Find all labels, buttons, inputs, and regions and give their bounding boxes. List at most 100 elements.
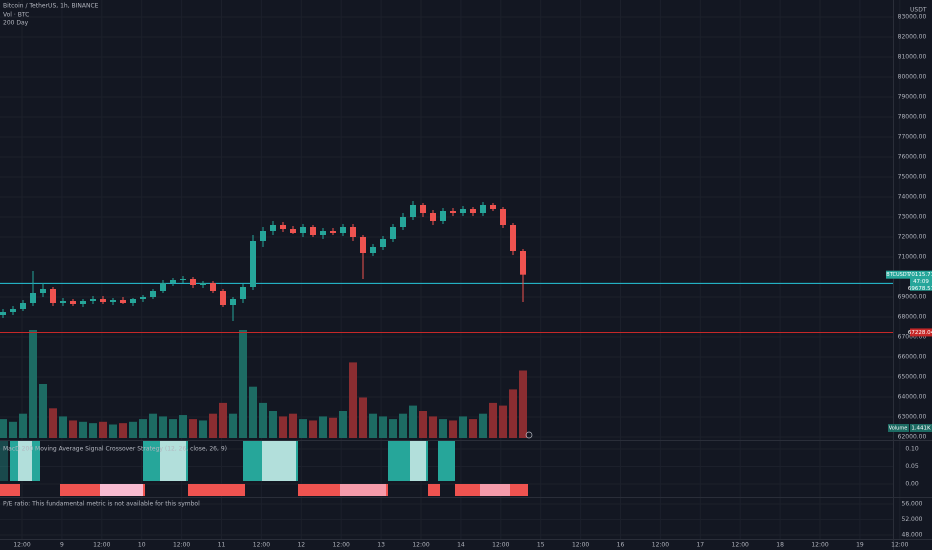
- candle-body: [310, 227, 316, 235]
- candle-body: [120, 300, 126, 303]
- time-label: 15: [537, 542, 545, 549]
- time-label: 17: [696, 542, 704, 549]
- volume-bar: [489, 402, 497, 438]
- symbol-badge-text: BTCUSDT: [886, 272, 910, 278]
- candle-body: [160, 283, 166, 291]
- pe-tick-label: 56.000: [902, 501, 923, 508]
- macd-tick-label: 0.05: [905, 463, 919, 470]
- time-label: 18: [776, 542, 784, 549]
- volume-bar: [369, 413, 377, 438]
- volume-bar: [209, 413, 217, 438]
- volume-last-box: [910, 424, 932, 432]
- volume-bar: [239, 330, 247, 438]
- candle-body: [480, 205, 486, 213]
- candle-body: [440, 211, 446, 221]
- candle-body: [20, 303, 26, 309]
- macd-tick-label: 0.00: [905, 481, 919, 488]
- last-price-box: [910, 270, 932, 291]
- candle-body: [60, 301, 66, 303]
- volume-bar: [119, 423, 127, 438]
- price-tick-label: 63000.00: [898, 414, 927, 421]
- candle-body: [300, 227, 306, 233]
- price-tick-label: 83000.00: [898, 14, 927, 21]
- macd-title: MacD 200 Moving Average Signal Crossover…: [3, 446, 227, 453]
- candle-body: [130, 299, 136, 303]
- time-label: 12:00: [333, 542, 350, 549]
- countdown: 47:09: [913, 279, 929, 285]
- price-tick-label: 65000.00: [898, 374, 927, 381]
- candle-body: [430, 213, 436, 221]
- volume-bar: [289, 413, 297, 438]
- candle-body: [40, 289, 46, 293]
- candle-body: [340, 227, 346, 233]
- time-label: 12:00: [412, 542, 429, 549]
- time-label: 12:00: [13, 542, 30, 549]
- ma-price: 69678.57: [908, 286, 932, 292]
- time-label: 19: [856, 542, 864, 549]
- volume-bar: [169, 419, 177, 438]
- macd-block: [0, 484, 20, 496]
- price-tick-label: 66000.00: [898, 354, 927, 361]
- symbol-title: Bitcoin / TetherUS, 1h, BINANCE: [3, 3, 99, 10]
- candle-body: [370, 247, 376, 253]
- time-label: 13: [377, 542, 385, 549]
- candle-body: [350, 227, 356, 237]
- candle-body: [210, 283, 216, 291]
- candle-body: [0, 312, 6, 315]
- volume-bar: [229, 413, 237, 438]
- time-label: 9: [60, 542, 64, 549]
- time-label: 11: [218, 542, 226, 549]
- volume-bar: [319, 416, 327, 438]
- price-tick-label: 79000.00: [898, 94, 927, 101]
- price-tick-label: 67000.00: [898, 334, 927, 341]
- price-tick-label: 80000.00: [898, 74, 927, 81]
- time-label: 12: [297, 542, 305, 549]
- macd-block: [340, 484, 386, 496]
- volume-bar: [39, 384, 47, 438]
- candle-body: [10, 309, 16, 312]
- volume-bar: [99, 421, 107, 438]
- candle-body: [420, 205, 426, 213]
- volume-bar: [359, 397, 367, 438]
- volume-bar: [519, 370, 527, 438]
- price-tick-label: 68000.00: [898, 314, 927, 321]
- macd-block: [188, 484, 245, 496]
- candle-body: [450, 211, 456, 213]
- price-tick-label: 81000.00: [898, 54, 927, 61]
- volume-bar: [339, 411, 347, 438]
- volume-bar: [149, 413, 157, 438]
- volume-bar: [109, 424, 117, 438]
- volume-bar: [299, 419, 307, 438]
- time-label: 12:00: [652, 542, 669, 549]
- candle-body: [460, 209, 466, 213]
- volume-bar: [509, 389, 517, 438]
- volume-bar: [159, 416, 167, 438]
- price-tick-label: 74000.00: [898, 194, 927, 201]
- price-tick-label: 75000.00: [898, 174, 927, 181]
- candle-body: [80, 301, 86, 304]
- volume-bar: [89, 423, 97, 438]
- candle-body: [250, 241, 256, 287]
- volume-last: 1.441K: [911, 426, 931, 432]
- candle-body: [170, 280, 176, 283]
- candle-body: [230, 299, 236, 305]
- volume-bar: [389, 419, 397, 438]
- time-label: 12:00: [253, 542, 270, 549]
- candle-body: [320, 231, 326, 235]
- volume-bar: [19, 413, 27, 438]
- price-tick-label: 78000.00: [898, 114, 927, 121]
- candle-body: [200, 283, 206, 285]
- time-label: 16: [617, 542, 625, 549]
- time-label: 12:00: [572, 542, 589, 549]
- candle-body: [520, 251, 526, 275]
- candle-body: [150, 291, 156, 297]
- volume-bar: [439, 419, 447, 438]
- candle-body: [70, 301, 76, 304]
- macd-block: [438, 441, 455, 481]
- candle-body: [110, 300, 116, 302]
- candle-body: [220, 291, 226, 305]
- live-dot: [525, 431, 533, 439]
- last-price: 70115.71: [908, 272, 932, 278]
- volume-bar: [189, 419, 197, 438]
